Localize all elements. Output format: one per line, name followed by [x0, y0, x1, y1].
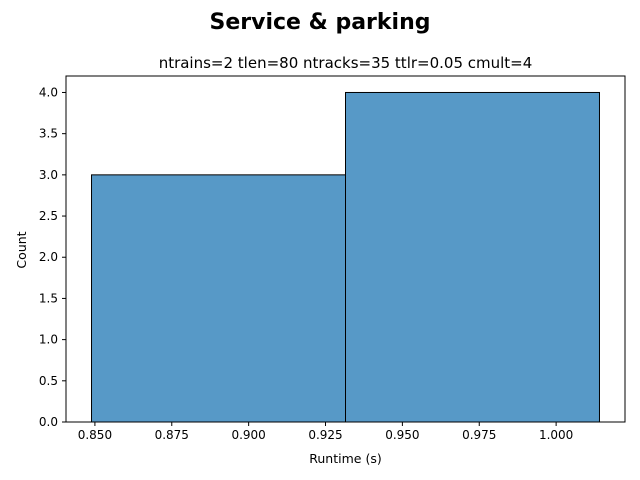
y-tick-label: 2.0 — [39, 250, 58, 264]
x-axis-ticks: 0.850 0.875 0.900 0.925 0.950 0.975 1.000 — [78, 422, 573, 442]
y-tick-label: 0.0 — [39, 415, 58, 429]
x-tick-label: 0.875 — [155, 428, 189, 442]
bars-group — [91, 91, 600, 423]
x-axis-label: Runtime (s) — [309, 451, 381, 466]
x-tick-label: 1.000 — [539, 428, 573, 442]
chart-title: ntrains=2 tlen=80 ntracks=35 ttlr=0.05 c… — [159, 54, 533, 72]
histogram-bar-2 — [345, 91, 600, 423]
plot-frame — [65, 75, 626, 423]
y-axis-ticks: 0.0 0.5 1.0 1.5 2.0 2.5 3.0 3.5 4.0 — [39, 85, 66, 429]
x-tick-label: 0.925 — [308, 428, 342, 442]
y-tick-label: 2.5 — [39, 209, 58, 223]
y-tick-label: 1.5 — [39, 291, 58, 305]
x-tick-label: 0.900 — [231, 428, 265, 442]
figure-title: Service & parking — [210, 10, 431, 35]
y-tick-label: 3.0 — [39, 168, 58, 182]
x-tick-label: 0.975 — [462, 428, 496, 442]
y-tick-label: 3.5 — [39, 127, 58, 141]
x-tick-label: 0.950 — [385, 428, 419, 442]
y-tick-label: 0.5 — [39, 374, 58, 388]
x-tick-label: 0.850 — [78, 428, 112, 442]
y-tick-label: 4.0 — [39, 85, 58, 99]
y-tick-label: 1.0 — [39, 333, 58, 347]
y-axis-label: Count — [14, 231, 29, 268]
histogram-bar-1 — [91, 174, 346, 423]
